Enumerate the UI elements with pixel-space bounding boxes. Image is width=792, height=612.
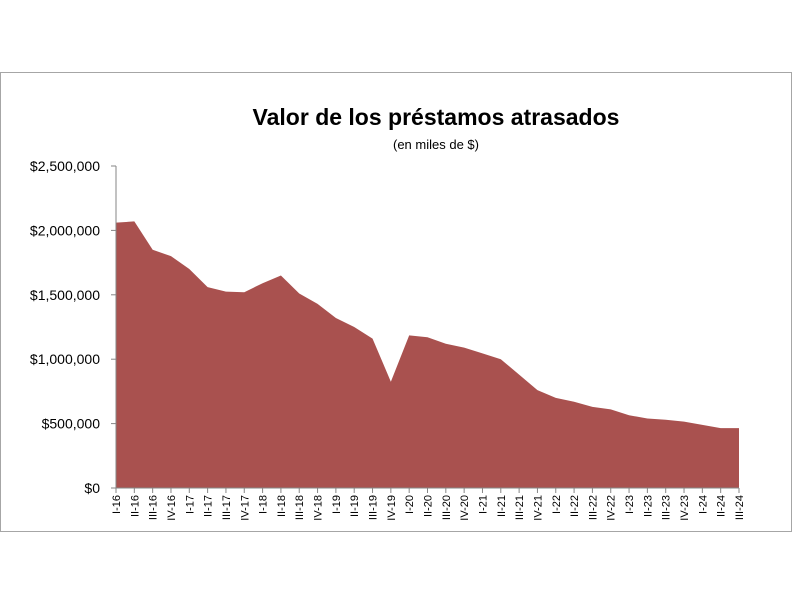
area-chart: Valor de los préstamos atrasados (en mil… [30,104,746,521]
x-tick-label: I-19 [331,495,343,514]
x-tick-label: II-24 [716,495,728,517]
x-tick-label: III-23 [661,495,673,520]
y-tick-label: $500,000 [42,416,101,432]
x-tick-label: III-21 [514,495,526,520]
x-tick-label: IV-21 [532,495,544,521]
y-axis: $0 $500,000 $1,000,000 $1,500,000 $2,000,000… [30,158,117,496]
x-tick-label: II-17 [203,495,215,517]
y-tick-label: $2,500,000 [30,158,100,174]
x-tick-label: I-22 [551,495,563,514]
x-tick-label: I-17 [184,495,196,514]
x-tick-label: II-18 [276,495,288,517]
chart-frame: Valor de los préstamos atrasados (en mil… [0,72,792,532]
x-tick-label: IV-18 [313,495,325,521]
y-tick-label: $1,500,000 [30,287,100,303]
x-tick-label: II-20 [423,495,435,517]
x-tick-label: I-24 [697,495,709,514]
y-tick-label: $0 [84,480,100,496]
x-tick-label: IV-20 [459,495,471,521]
y-tick-label: $1,000,000 [30,351,100,367]
x-tick-label: III-18 [294,495,306,520]
x-tick-label: II-16 [129,495,141,517]
x-tick-label: IV-23 [679,495,691,521]
series-area [116,221,739,488]
x-tick-label: IV-17 [239,495,251,521]
x-tick-label: III-19 [368,495,380,520]
x-tick-label: I-18 [258,495,270,514]
x-tick-label: IV-19 [386,495,398,521]
x-tick-label: II-23 [642,495,654,517]
x-tick-label: I-20 [404,495,416,514]
chart-title: Valor de los préstamos atrasados [253,104,620,130]
y-tick-label: $2,000,000 [30,222,100,238]
x-tick-label: II-19 [349,495,361,517]
x-tick-label: III-24 [734,495,746,520]
x-tick-label: I-23 [624,495,636,514]
x-tick-label: IV-16 [166,495,178,521]
plot-area [116,221,739,488]
x-tick-label: II-22 [569,495,581,517]
x-tick-label: III-22 [587,495,599,520]
x-tick-label: III-16 [148,495,160,520]
x-tick-label: IV-22 [606,495,618,521]
x-tick-label: I-16 [111,495,123,514]
x-tick-label: I-21 [477,495,489,514]
chart-subtitle: (en miles de $) [393,137,479,152]
x-tick-label: II-21 [496,495,508,517]
x-tick-label: III-20 [441,495,453,520]
x-tick-label: III-17 [221,495,233,520]
x-axis: I-16 II-16 III-16 IV-16 I-17 II-17 III-17 IV-17… [111,487,746,521]
